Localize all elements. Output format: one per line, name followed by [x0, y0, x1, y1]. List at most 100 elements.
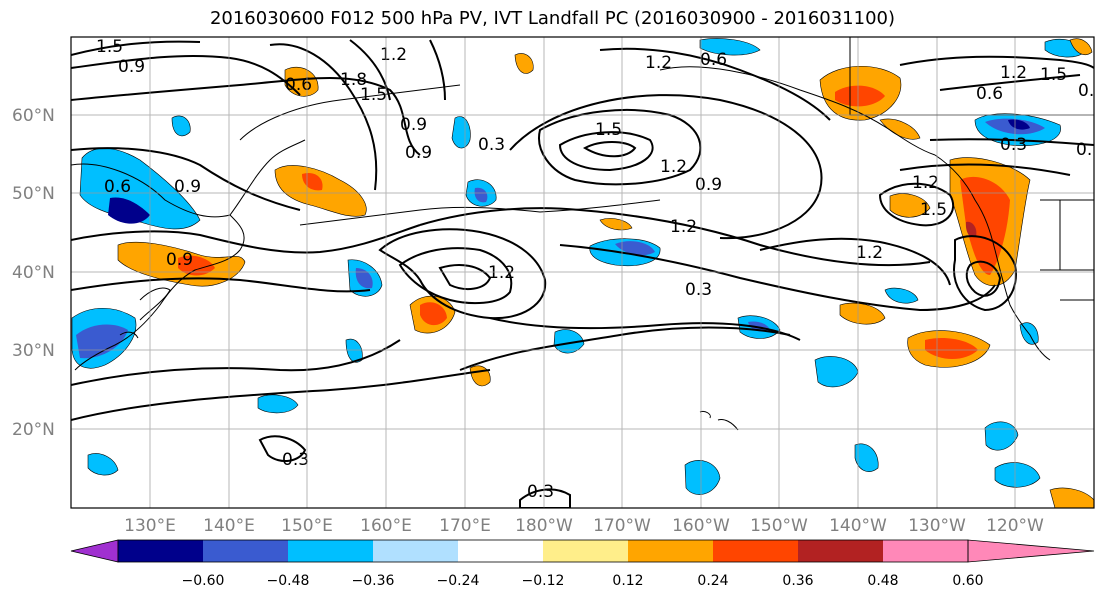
- contour-label: 0.9: [695, 175, 722, 195]
- lon-label: 180°W: [515, 516, 573, 536]
- contour-label: 0.3: [1076, 140, 1103, 160]
- contour-label: 1.2: [912, 173, 939, 193]
- lat-label: 20°N: [12, 420, 55, 440]
- contour-label: 0.3: [478, 135, 505, 155]
- pos-anomaly-140w-48n: [889, 193, 931, 218]
- lon-label: 170°W: [593, 516, 651, 536]
- colorbar-min-arrow: [70, 539, 119, 563]
- graticule: [71, 37, 1094, 508]
- lon-label: 130°E: [124, 516, 176, 536]
- pos-anomaly-140w-30n-core: [925, 338, 978, 359]
- neg-anomaly-155e-30n: [345, 338, 363, 363]
- colorbar-tick-labels: −0.60 −0.48 −0.36 −0.24 −0.12 0.12 0.24 …: [182, 573, 984, 589]
- colorbar-segment: [288, 540, 373, 562]
- coastlines: [71, 37, 1094, 431]
- lon-label: 150°E: [281, 516, 333, 536]
- alaska: [659, 66, 936, 156]
- pos-anomaly-180-45n: [599, 218, 633, 231]
- neg-anomaly-170w-60n: [699, 38, 761, 56]
- contour-label: 1.2: [645, 53, 672, 73]
- neg-anomaly-165w-core: [615, 241, 655, 256]
- colorbar-segment: [543, 540, 628, 562]
- pos-anomaly-150w-62n-core: [835, 85, 885, 107]
- pos-anomaly-ak-top: [1069, 38, 1093, 55]
- colorbar-segment: [628, 540, 713, 562]
- lon-label: 140°W: [829, 516, 887, 536]
- map-frame: [70, 36, 1095, 509]
- lat-labels: 20°N 30°N 40°N 50°N 60°N: [12, 106, 55, 440]
- colorbar-segment: [713, 540, 798, 562]
- colorbar-segment: [883, 540, 968, 562]
- contour-label: 0.6: [976, 84, 1003, 104]
- colorbar-max-arrow: [967, 539, 1095, 563]
- pos-anomaly-coast-ar-dark: [965, 221, 977, 238]
- contour-label: 1.2: [856, 243, 883, 263]
- contour-label: 1.2: [660, 157, 687, 177]
- contour-label: 0.9: [118, 57, 145, 77]
- contour-label: 1.2: [488, 263, 515, 283]
- neg-anomaly-160e-core: [355, 268, 373, 289]
- contour-label: 1.5: [920, 200, 947, 220]
- neg-anomaly-nw-core: [108, 197, 150, 224]
- colorbar-tick-label: 0.36: [782, 573, 813, 589]
- lon-labels: 130°E 140°E 150°E 160°E 170°E 180°W 170°…: [124, 516, 1044, 536]
- contour-labels: 1.5 0.9 0.6 1.8 1.5 1.2 0.9 0.6 0.3 1.5 …: [96, 37, 1103, 502]
- contour-label: 0.6: [700, 50, 727, 70]
- colorbar-segment: [798, 540, 883, 562]
- contour-label: 0.6: [285, 75, 312, 95]
- lon-label: 150°W: [750, 516, 808, 536]
- asia-coast: [71, 163, 245, 371]
- lon-label: 170°E: [439, 516, 491, 536]
- us-coast: [994, 249, 1051, 361]
- pos-anomaly-coast-ar-core: [960, 176, 1010, 275]
- neg-anomaly-160w-15n: [684, 460, 721, 495]
- colorbar-segment: [373, 540, 458, 562]
- contour-label: 0.3: [282, 450, 309, 470]
- colorbar-segment: [203, 540, 288, 562]
- contour-label: 1.5: [360, 85, 387, 105]
- contour-label: 1.8: [340, 70, 367, 90]
- lat-label: 60°N: [12, 106, 55, 126]
- kamchatka: [229, 139, 306, 216]
- siberia-coast: [239, 84, 461, 141]
- neg-anomaly-155e-22n: [257, 394, 299, 414]
- contour-label: 0.9: [174, 177, 201, 197]
- contour-label: 1.2: [670, 217, 697, 237]
- contour-label: 0.9: [166, 250, 193, 270]
- contour-label: 1.5: [1040, 65, 1067, 85]
- lat-label: 40°N: [12, 263, 55, 283]
- pos-anomaly-165e-33n-core: [420, 302, 447, 326]
- colorbar-tick-label: 0.12: [612, 573, 643, 589]
- neg-anomaly-170e-48n-core: [474, 187, 488, 203]
- neg-anomaly-130e-60n: [171, 115, 191, 137]
- neg-anomaly-130e-15n: [87, 453, 119, 476]
- colorbar-tick-label: 0.48: [867, 573, 898, 589]
- contour-label: 1.2: [380, 45, 407, 65]
- map-title: 2016030600 F012 500 hPa PV, IVT Landfall…: [209, 8, 896, 29]
- colorbar-tick-label: −0.12: [522, 573, 565, 589]
- contour-label: 0.9: [405, 143, 432, 163]
- lon-label: 160°W: [672, 516, 730, 536]
- pos-anomaly-nw-japan-core: [178, 255, 215, 276]
- map-layers: 1.5 0.9 0.6 1.8 1.5 1.2 0.9 0.6 0.3 1.5 …: [71, 37, 1103, 508]
- us-borders: [1040, 199, 1094, 301]
- contour-label: 0.3: [1000, 135, 1027, 155]
- neg-anomaly-140w-38n: [884, 287, 919, 304]
- colorbar: [70, 539, 1095, 563]
- lon-label: 120°W: [986, 516, 1044, 536]
- pv-contours: [71, 39, 1094, 508]
- colorbar-tick-label: 0.60: [952, 573, 983, 589]
- contour-label: 0.6: [104, 177, 131, 197]
- pos-anomaly-150e-50n: [274, 165, 367, 217]
- colorbar-tick-label: 0.24: [697, 573, 728, 589]
- colorbar-tick-label: −0.48: [267, 573, 310, 589]
- contour-label: 0.3: [527, 482, 554, 502]
- lat-label: 30°N: [12, 341, 55, 361]
- colorbar-segment: [118, 540, 203, 562]
- neg-anomaly-125w-core2: [1008, 119, 1030, 130]
- lon-label: 140°E: [203, 516, 255, 536]
- pos-anomaly-165e-62n: [514, 53, 534, 74]
- lon-label: 130°W: [908, 516, 966, 536]
- contour-label: 1.5: [96, 37, 123, 57]
